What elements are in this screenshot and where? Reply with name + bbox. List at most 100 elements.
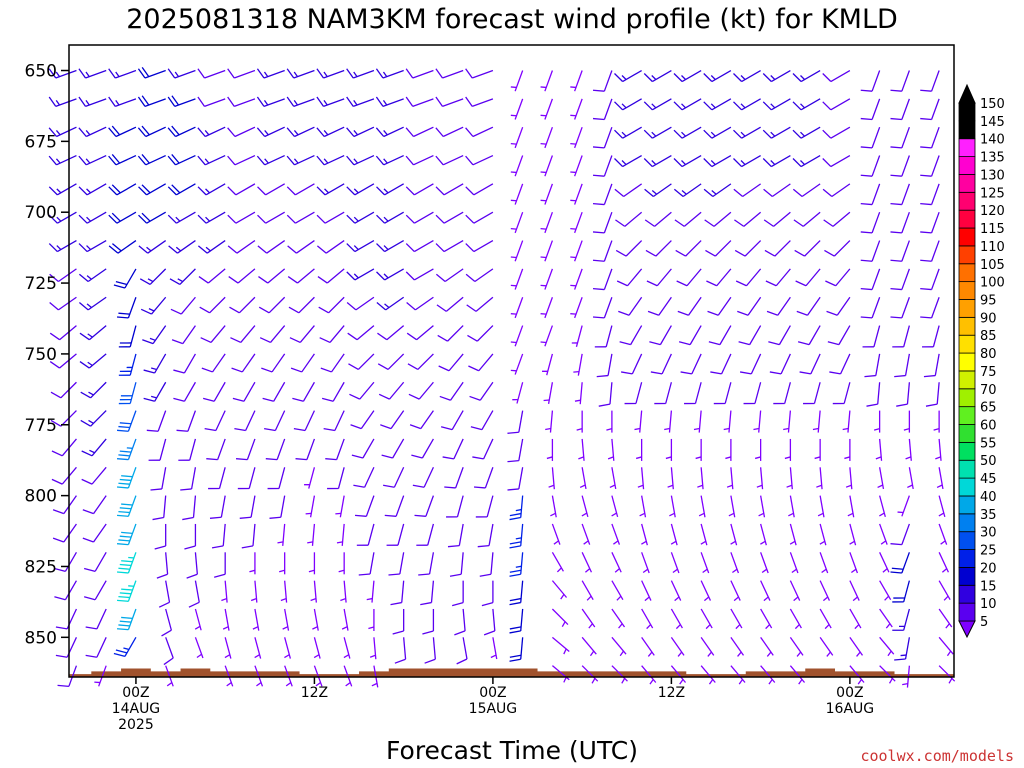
wind-barb <box>792 126 821 139</box>
wind-barb <box>232 381 256 402</box>
wind-barb <box>258 296 286 314</box>
wind-barb <box>161 608 173 637</box>
wind-barb <box>920 98 940 121</box>
wind-barb <box>80 410 107 427</box>
wind-barb <box>920 240 940 262</box>
wind-barb <box>405 68 434 79</box>
wind-barb <box>726 467 734 490</box>
wind-barb <box>864 353 881 378</box>
wind-barb <box>376 183 404 196</box>
wind-barb <box>146 410 167 432</box>
wind-barb <box>762 126 791 139</box>
wind-barb <box>376 268 404 281</box>
wind-barb <box>540 211 554 234</box>
x-tick-label: 12Z <box>301 685 328 701</box>
wind-barb <box>756 467 764 490</box>
colorbar-label: 5 <box>980 615 988 630</box>
wind-barb <box>257 240 286 254</box>
wind-barb <box>879 608 893 629</box>
wind-barb <box>570 297 583 319</box>
wind-barb <box>890 155 910 177</box>
colorbar-bin <box>958 138 976 157</box>
wind-barb <box>267 467 286 490</box>
wind-barb <box>375 126 404 138</box>
wind-barb <box>877 467 885 490</box>
wind-barb <box>816 467 823 490</box>
wind-barb <box>369 637 377 660</box>
wind-barb <box>55 608 78 630</box>
wind-barb <box>936 467 944 490</box>
wind-barb <box>890 523 910 546</box>
wind-barb <box>48 126 77 138</box>
wind-barb <box>108 211 137 224</box>
wind-barb <box>465 211 494 224</box>
wind-barb <box>406 325 434 341</box>
wind-barb <box>760 523 767 546</box>
wind-barb <box>789 552 799 574</box>
wind-barb <box>116 580 137 602</box>
wind-barb <box>346 154 375 166</box>
wind-barb <box>920 155 940 177</box>
wind-barb <box>435 126 464 138</box>
colorbar-label: 95 <box>980 293 997 308</box>
wind-barb <box>116 552 137 574</box>
wind-barb <box>938 608 953 629</box>
wind-barb <box>158 580 171 608</box>
colorbar-label: 30 <box>980 526 997 541</box>
wind-barb <box>206 438 226 461</box>
wind-barb <box>54 580 77 601</box>
wind-barb <box>194 637 204 659</box>
wind-barb <box>258 268 286 284</box>
wind-barb <box>507 410 524 434</box>
y-tick-label: 850 <box>25 628 57 648</box>
wind-barb <box>316 68 345 79</box>
colorbar-label: 60 <box>980 419 997 434</box>
wind-barb <box>338 552 345 575</box>
wind-barb <box>405 268 434 281</box>
wind-barb <box>789 636 804 657</box>
wind-barb <box>52 523 77 543</box>
x-tick-label: 2025 <box>118 717 154 733</box>
wind-barb <box>581 665 599 684</box>
wind-barb <box>576 410 583 433</box>
wind-barb <box>376 211 404 224</box>
wind-barb <box>611 665 628 684</box>
wind-barb <box>197 154 226 166</box>
wind-barb <box>383 467 405 488</box>
wind-barb <box>510 268 524 290</box>
wind-barb <box>284 637 291 659</box>
wind-barb <box>860 126 881 149</box>
wind-barb <box>819 636 834 657</box>
wind-barb <box>935 438 942 461</box>
wind-barb <box>307 523 316 546</box>
colorbar-bin <box>958 388 976 408</box>
wind-barb <box>920 183 940 206</box>
wind-barb <box>769 353 791 375</box>
wind-barb <box>292 381 315 402</box>
wind-barb <box>822 98 851 111</box>
wind-barb <box>197 96 226 107</box>
wind-barb <box>165 665 174 687</box>
wind-barb <box>48 68 77 79</box>
terrain-layer <box>69 668 954 677</box>
wind-barb <box>654 382 673 405</box>
wind-barb <box>860 155 881 177</box>
wind-barb <box>643 69 672 83</box>
colorbar-label: 25 <box>980 544 997 559</box>
wind-barb <box>860 240 881 262</box>
colorbar-bin <box>958 120 976 140</box>
wind-barb <box>230 325 256 344</box>
wind-barb <box>705 240 732 257</box>
wind-barb <box>477 523 494 548</box>
wind-barb <box>78 268 107 283</box>
wind-barb <box>510 297 524 319</box>
colorbar-bottom-arrow <box>958 620 976 639</box>
wind-barb <box>449 552 464 577</box>
y-tick-label: 825 <box>25 557 57 577</box>
wind-barb <box>673 154 702 168</box>
wind-barb <box>596 353 613 378</box>
wind-barb <box>938 523 948 545</box>
wind-barb <box>614 69 642 83</box>
wind-barb <box>201 353 226 373</box>
wind-barb <box>138 211 167 224</box>
